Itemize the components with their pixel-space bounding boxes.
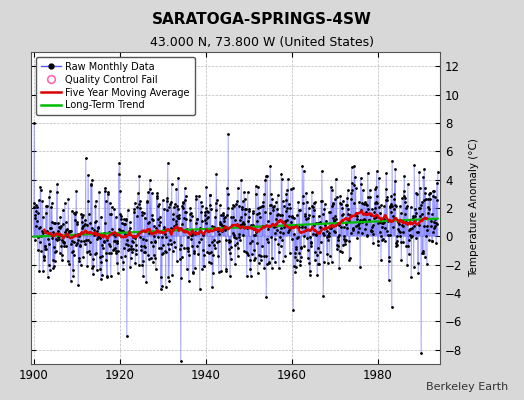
Text: 43.000 N, 73.800 W (United States): 43.000 N, 73.800 W (United States) bbox=[150, 36, 374, 49]
Text: Berkeley Earth: Berkeley Earth bbox=[426, 382, 508, 392]
Legend: Raw Monthly Data, Quality Control Fail, Five Year Moving Average, Long-Term Tren: Raw Monthly Data, Quality Control Fail, … bbox=[36, 57, 195, 115]
Y-axis label: Temperature Anomaly (°C): Temperature Anomaly (°C) bbox=[470, 138, 479, 278]
Text: SARATOGA-SPRINGS-4SW: SARATOGA-SPRINGS-4SW bbox=[152, 12, 372, 27]
